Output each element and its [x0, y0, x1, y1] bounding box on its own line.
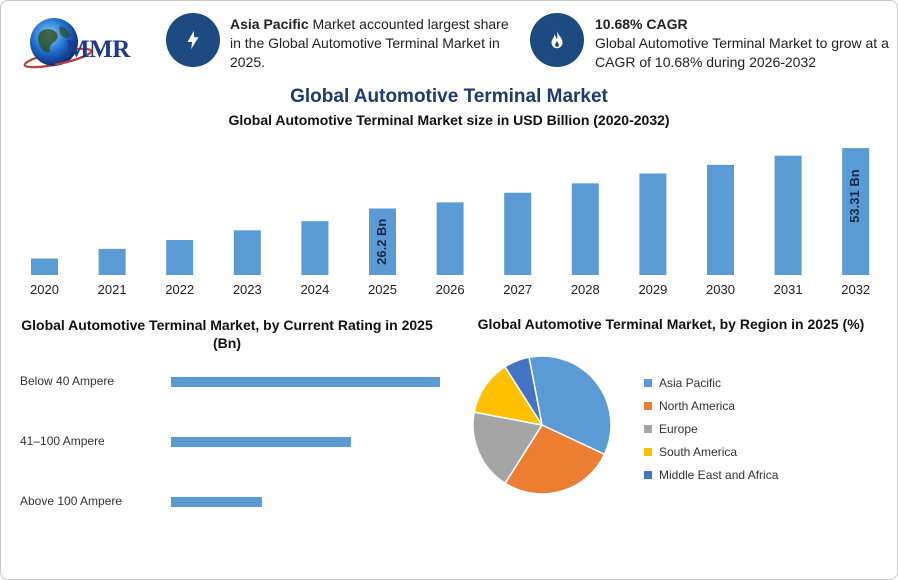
x-tick-label: 2022: [165, 282, 194, 297]
mmr-logo-globe-icon: [23, 18, 93, 69]
bar-2031: [774, 155, 802, 275]
pie-legend: Asia Pacific North America Europe South Ame…: [644, 372, 778, 486]
bar-2021: [98, 248, 126, 275]
main-title: Global Automotive Terminal Market: [290, 86, 608, 107]
legend-item: Europe: [644, 418, 778, 441]
pie-slice-3: [473, 365, 544, 427]
x-tick-label: 2030: [706, 282, 735, 297]
legend-item: Asia Pacific: [644, 372, 778, 395]
logo-text: MMR: [66, 36, 130, 63]
legend-swatch: [644, 379, 652, 388]
legend-swatch: [644, 470, 652, 479]
x-tick-label: 2028: [571, 282, 600, 297]
rating-bar-1: [171, 437, 351, 447]
info-right-bold: 10.68% CAGR: [595, 16, 688, 32]
region-chart-title: Global Automotive Terminal Market, by Re…: [477, 316, 865, 332]
pie-slice-1: [504, 424, 606, 495]
legend-label: South America: [659, 444, 738, 459]
bar-2029: [639, 173, 667, 275]
rating-label: Below 40 Ampere: [20, 374, 114, 388]
legend-label: Europe: [659, 421, 698, 436]
bar-chart-title: Global Automotive Terminal Market size i…: [228, 112, 670, 128]
flame-icon-badge: [530, 13, 584, 67]
rating-bar-2: [171, 497, 262, 507]
info-asia-pacific: Asia Pacific Market accounted largest sh…: [230, 15, 522, 72]
bar-data-label: 53.31 Bn: [847, 169, 862, 223]
current-rating-bar-chart: Below 40 Ampere 41–100 Ampere Above 100 Am…: [20, 374, 440, 508]
info-right-text: Global Automotive Terminal Market to gro…: [595, 35, 889, 70]
flame-icon: [551, 30, 563, 49]
bar-2027: [504, 192, 532, 275]
x-tick-label: 2029: [638, 282, 667, 297]
x-tick-label: 2027: [503, 282, 532, 297]
bar-2030: [707, 164, 734, 275]
legend-item: South America: [644, 440, 778, 463]
legend-label: Middle East and Africa: [659, 467, 779, 482]
rating-label: 41–100 Ampere: [20, 434, 105, 448]
info-left-bold: Asia Pacific: [230, 16, 309, 32]
pie-slice-0: [528, 355, 612, 456]
x-tick-label: 2021: [98, 282, 127, 297]
legend-item: North America: [644, 395, 778, 418]
rating-bar-0: [171, 377, 440, 387]
region-pie-chart: [472, 355, 612, 495]
bar-2026: [436, 202, 464, 275]
legend-label: Asia Pacific: [659, 376, 722, 391]
bar-2032: [842, 148, 870, 275]
info-left-text: Market accounted largest share in the Gl…: [230, 16, 509, 70]
x-tick-label: 2020: [30, 282, 59, 297]
x-tick-label: 2025: [368, 282, 397, 297]
legend-swatch: [644, 424, 652, 433]
bar-2028: [571, 183, 599, 275]
x-tick-label: 2023: [233, 282, 262, 297]
bar-data-label: 26.2 Bn: [374, 219, 389, 265]
bar-2024: [301, 221, 329, 275]
x-tick-label: 2024: [300, 282, 329, 297]
bar-2020: [31, 258, 58, 275]
market-size-bar-chart: 2020 2021 2022 2023 2024 2025 26.2 Bn 2026 2027 2…: [30, 148, 870, 297]
lightning-icon: [187, 30, 199, 50]
bar-2023: [233, 230, 261, 275]
rating-chart-title: Global Automotive Terminal Market, by Cu…: [21, 317, 433, 351]
legend-label: North America: [659, 399, 736, 414]
x-tick-label: 2031: [774, 282, 803, 297]
legend-swatch: [644, 447, 652, 456]
rating-label: Above 100 Ampere: [20, 494, 122, 508]
x-tick-label: 2032: [841, 282, 870, 297]
info-cagr: 10.68% CAGR Global Automotive Terminal M…: [595, 15, 890, 72]
bar-2022: [166, 239, 194, 275]
legend-item: Middle East and Africa: [644, 463, 778, 486]
pie-slice-2: [472, 411, 544, 485]
bar-2025: [369, 208, 396, 275]
pie-slice-4: [503, 356, 543, 426]
legend-swatch: [644, 402, 652, 411]
x-tick-label: 2026: [436, 282, 465, 297]
lightning-icon-badge: [166, 13, 220, 67]
